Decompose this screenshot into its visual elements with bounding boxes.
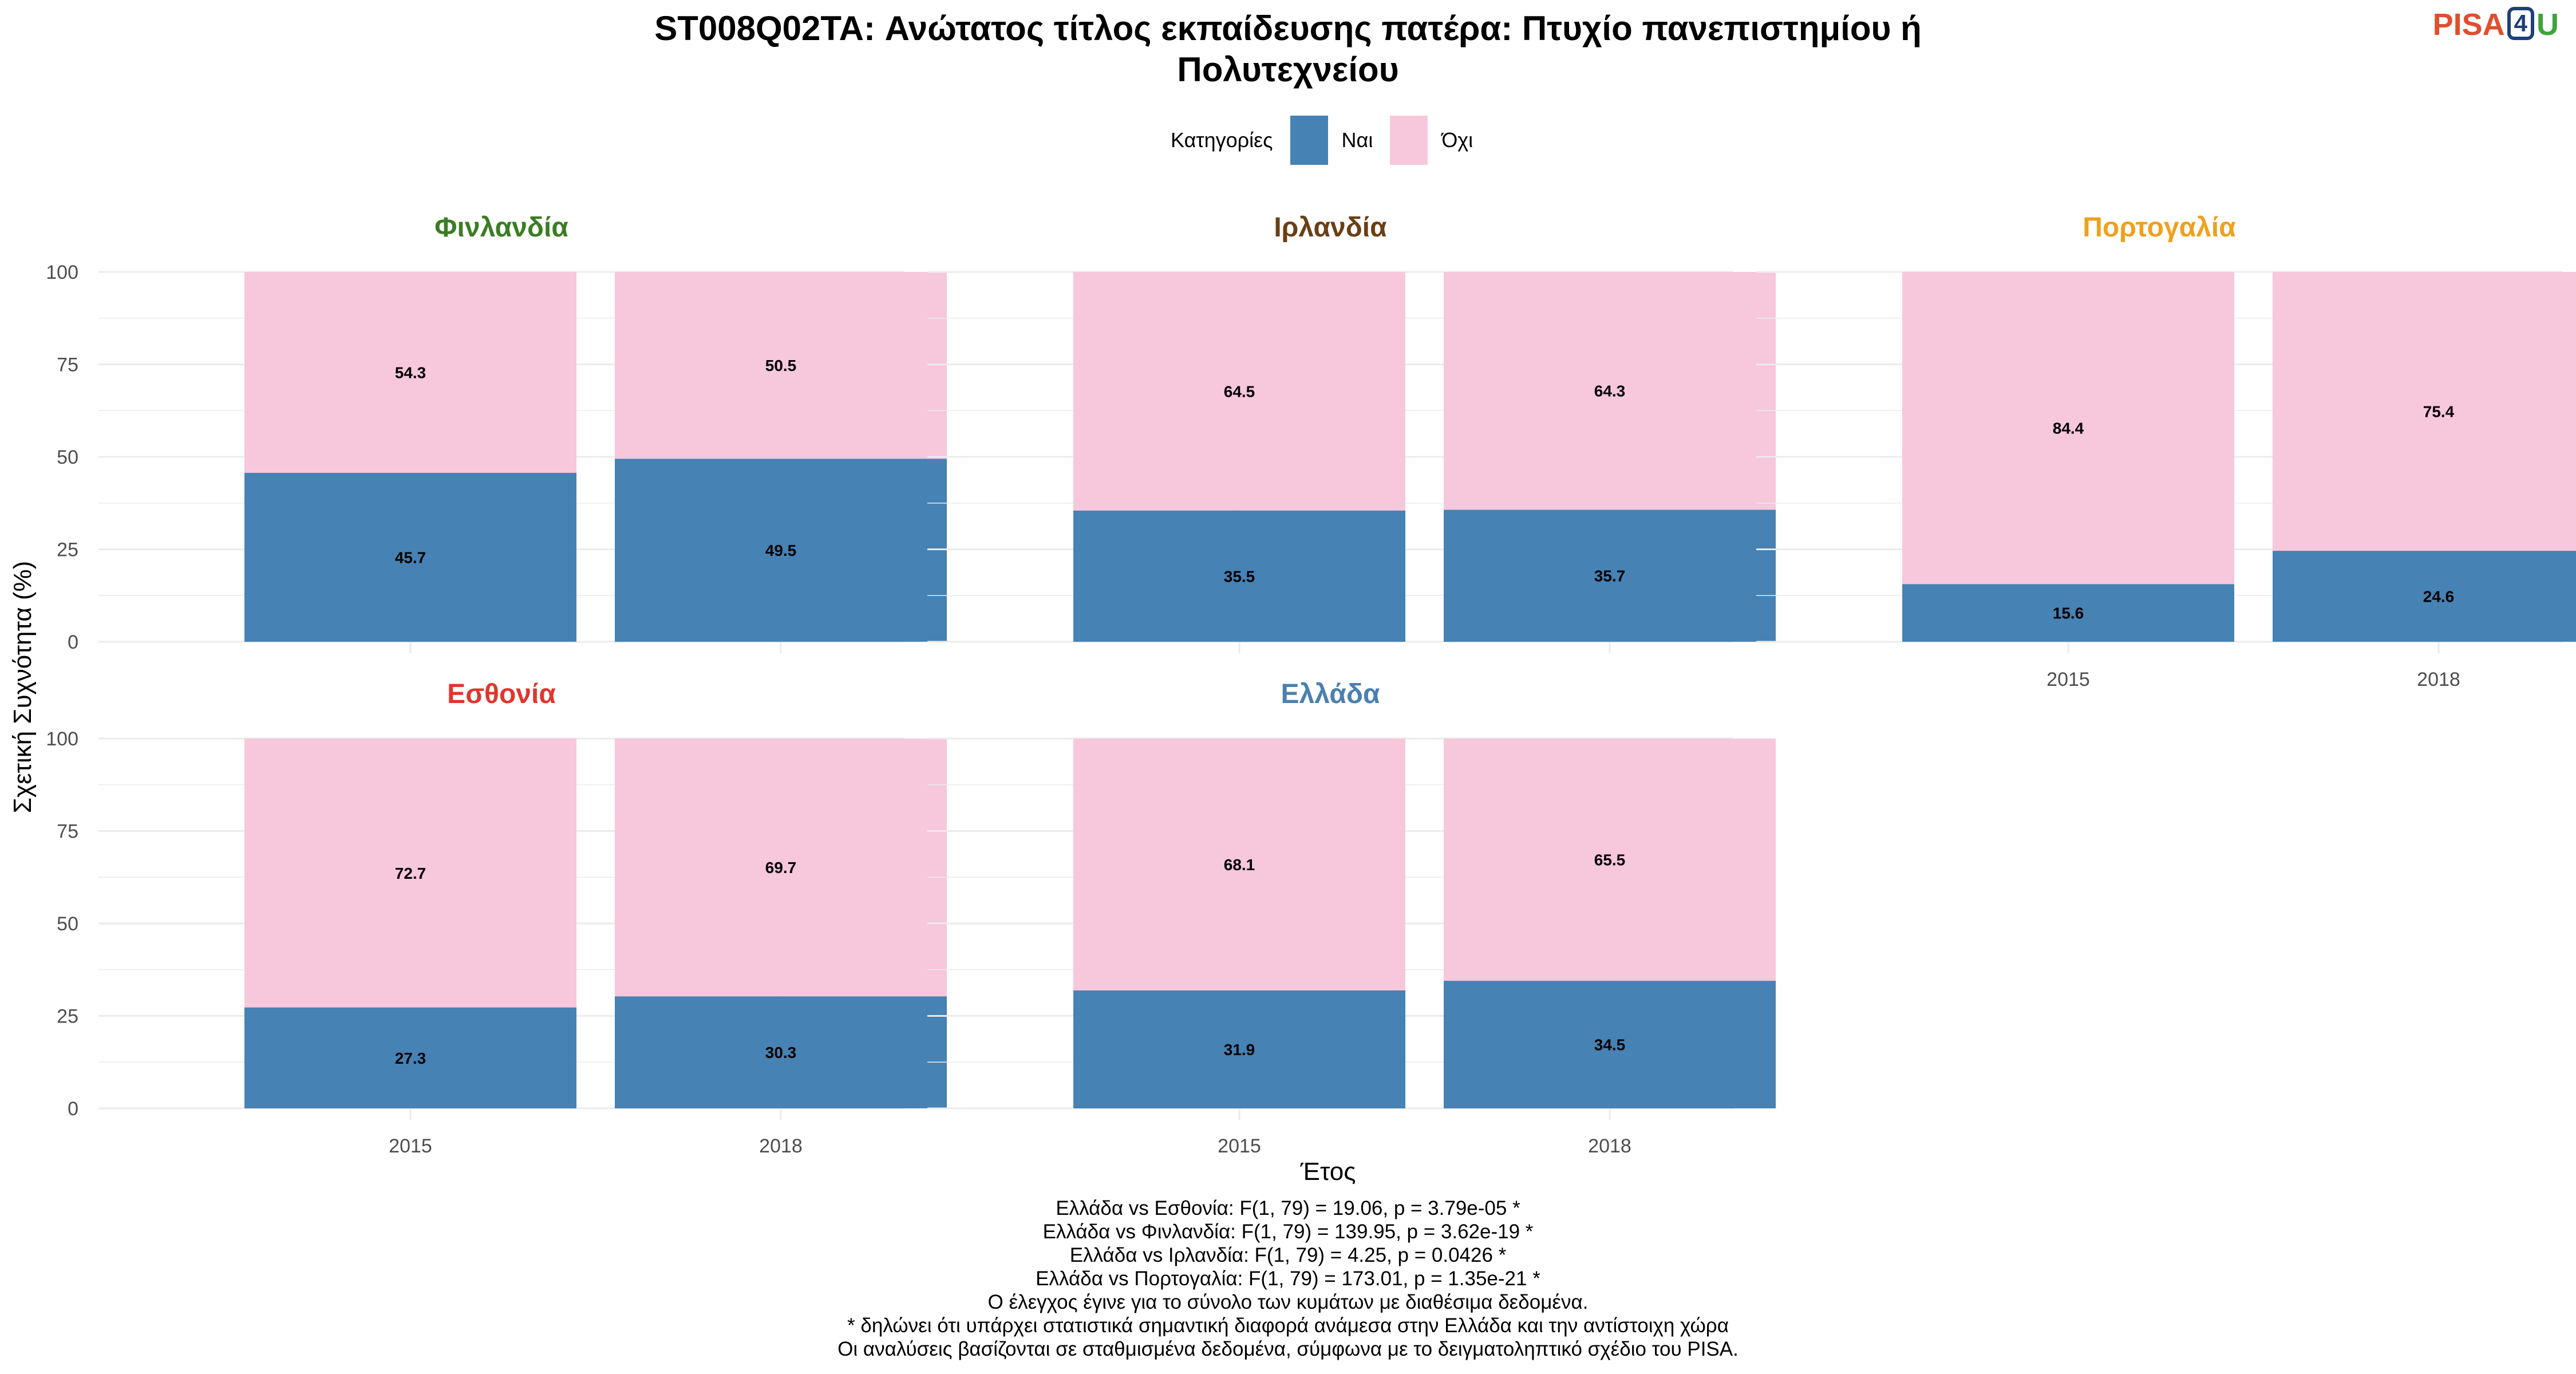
bar-πορτογαλία-2015-ναι (1902, 584, 2234, 642)
data-label-εσθονία-2015-όχι: 72.7 (395, 864, 426, 882)
panel-title-εσθονία: Εσθονία (447, 679, 556, 709)
x-tick-label: 2018 (2417, 669, 2460, 690)
logo-u-text: U (2537, 7, 2559, 42)
y-tick-label: 50 (57, 913, 78, 935)
footer-line: Ο έλεγχος έγινε για το σύνολο των κυμάτω… (987, 1291, 1589, 1313)
bar-ιρλανδία-2015-ναι (1073, 510, 1405, 642)
data-label-φινλανδία-2015-ναι: 45.7 (395, 548, 426, 566)
data-label-πορτογαλία-2015-όχι: 84.4 (2053, 420, 2084, 437)
logo-four-text: 4 (2507, 7, 2534, 40)
data-label-φινλανδία-2018-όχι: 50.5 (765, 357, 797, 374)
x-tick-label: 2015 (389, 1135, 432, 1157)
chart-title: ST008Q02TA: Ανώτατος τίτλος εκπαίδευσης … (0, 8, 2576, 90)
bar-ιρλανδία-2015-όχι (1073, 272, 1405, 511)
data-label-ελλάδα-2015-ναι: 31.9 (1224, 1041, 1255, 1059)
bar-φινλανδία-2015-όχι (244, 272, 576, 473)
bar-εσθονία-2018-ναι (615, 996, 947, 1108)
chart-title-line-1: ST008Q02TA: Ανώτατος τίτλος εκπαίδευσης … (654, 9, 1922, 48)
data-label-εσθονία-2015-ναι: 27.3 (395, 1049, 426, 1067)
legend-label-nai: Ναι (1341, 128, 1373, 152)
data-label-ελλάδα-2015-όχι: 68.1 (1224, 856, 1255, 874)
footer-notes: Ελλάδα vs Εσθονία: F(1, 79) = 19.06, p =… (0, 1197, 2576, 1361)
y-tick-label: 0 (68, 1098, 78, 1120)
bar-ελλάδα-2018-ναι (1444, 981, 1776, 1108)
bar-εσθονία-2018-όχι (615, 739, 947, 997)
pisa4u-logo: PISA 4 U (2433, 5, 2559, 45)
x-tick-label: 2015 (2046, 669, 2090, 690)
data-label-εσθονία-2018-όχι: 69.7 (765, 859, 797, 876)
data-label-πορτογαλία-2018-ναι: 24.6 (2423, 588, 2455, 606)
bar-ελλάδα-2015-όχι (1073, 739, 1405, 990)
bar-εσθονία-2015-ναι (244, 1007, 576, 1108)
data-label-εσθονία-2018-ναι: 30.3 (765, 1044, 797, 1061)
legend: Κατηγορίες Ναι Όχι (1171, 114, 1473, 166)
y-tick-label: 25 (57, 539, 78, 561)
data-label-ιρλανδία-2018-όχι: 64.3 (1594, 382, 1626, 400)
data-label-ελλάδα-2018-όχι: 65.5 (1594, 851, 1626, 869)
footer-line: * δηλώνει ότι υπάρχει στατιστικά σημαντι… (847, 1314, 1729, 1337)
y-tick-label: 50 (57, 447, 78, 468)
x-tick-label: 2018 (759, 1135, 803, 1157)
data-label-φινλανδία-2015-όχι: 54.3 (395, 364, 426, 381)
footer-line: Ελλάδα vs Ιρλανδία: F(1, 79) = 4.25, p =… (1069, 1244, 1507, 1266)
data-label-ελλάδα-2018-ναι: 34.5 (1594, 1036, 1626, 1054)
y-tick-label: 25 (57, 1006, 78, 1028)
logo-pisa-text: PISA (2432, 7, 2505, 42)
y-tick-label: 0 (68, 631, 78, 653)
panel-title-ιρλανδία: Ιρλανδία (1274, 212, 1387, 243)
bar-ιρλανδία-2018-όχι (1444, 272, 1776, 510)
bar-ιρλανδία-2018-ναι (1444, 510, 1776, 642)
x-tick-label: 2015 (1218, 1135, 1261, 1157)
footer-line: Οι αναλύσεις βασίζονται σε σταθμισμένα δ… (837, 1338, 1739, 1360)
bar-πορτογαλία-2018-όχι (2273, 272, 2576, 551)
footer-line: Ελλάδα vs Πορτογαλία: F(1, 79) = 173.01,… (1036, 1268, 1540, 1290)
data-label-ιρλανδία-2015-όχι: 64.5 (1224, 382, 1255, 400)
legend-label-ochi: Όχι (1441, 128, 1473, 152)
x-tick-label: 2018 (1588, 1135, 1631, 1157)
y-tick-label: 75 (57, 354, 78, 376)
bar-εσθονία-2015-όχι (244, 739, 576, 1008)
data-label-ιρλανδία-2018-ναι: 35.7 (1594, 567, 1626, 585)
panel-title-φινλανδία: Φινλανδία (434, 212, 568, 243)
bar-φινλανδία-2018-όχι (615, 272, 947, 459)
data-label-πορτογαλία-2015-ναι: 15.6 (2053, 605, 2084, 622)
chart-title-line-2: Πολυτεχνείου (1177, 50, 1399, 89)
bar-πορτογαλία-2018-ναι (2273, 551, 2576, 642)
y-tick-label: 100 (46, 262, 78, 283)
legend-title: Κατηγορίες (1171, 128, 1273, 152)
legend-swatch-ochi (1390, 116, 1428, 165)
data-label-φινλανδία-2018-ναι: 49.5 (765, 542, 797, 559)
bar-φινλανδία-2018-ναι (615, 459, 947, 642)
footer-line: Ελλάδα vs Εσθονία: F(1, 79) = 19.06, p =… (1056, 1197, 1520, 1219)
bar-ελλάδα-2018-όχι (1444, 739, 1776, 981)
y-tick-label: 100 (46, 728, 78, 750)
data-label-ιρλανδία-2015-ναι: 35.5 (1224, 567, 1255, 585)
bar-πορτογαλία-2015-όχι (1902, 272, 2234, 585)
bar-ελλάδα-2015-ναι (1073, 990, 1405, 1108)
footer-line: Ελλάδα vs Φινλανδία: F(1, 79) = 139.95, … (1042, 1221, 1534, 1243)
legend-swatch-nai (1290, 116, 1328, 165)
bar-φινλανδία-2015-ναι (244, 472, 576, 642)
y-tick-label: 75 (57, 821, 78, 843)
y-axis-title: Σχετική Συχνότητα (%) (9, 560, 37, 814)
data-label-πορτογαλία-2018-όχι: 75.4 (2423, 403, 2455, 421)
panel-title-πορτογαλία: Πορτογαλία (2083, 212, 2236, 243)
x-axis-title: Έτος (1300, 1158, 1356, 1186)
panel-title-ελλάδα: Ελλάδα (1281, 679, 1380, 709)
